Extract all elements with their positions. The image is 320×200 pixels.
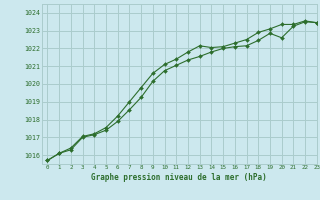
X-axis label: Graphe pression niveau de la mer (hPa): Graphe pression niveau de la mer (hPa) <box>91 173 267 182</box>
